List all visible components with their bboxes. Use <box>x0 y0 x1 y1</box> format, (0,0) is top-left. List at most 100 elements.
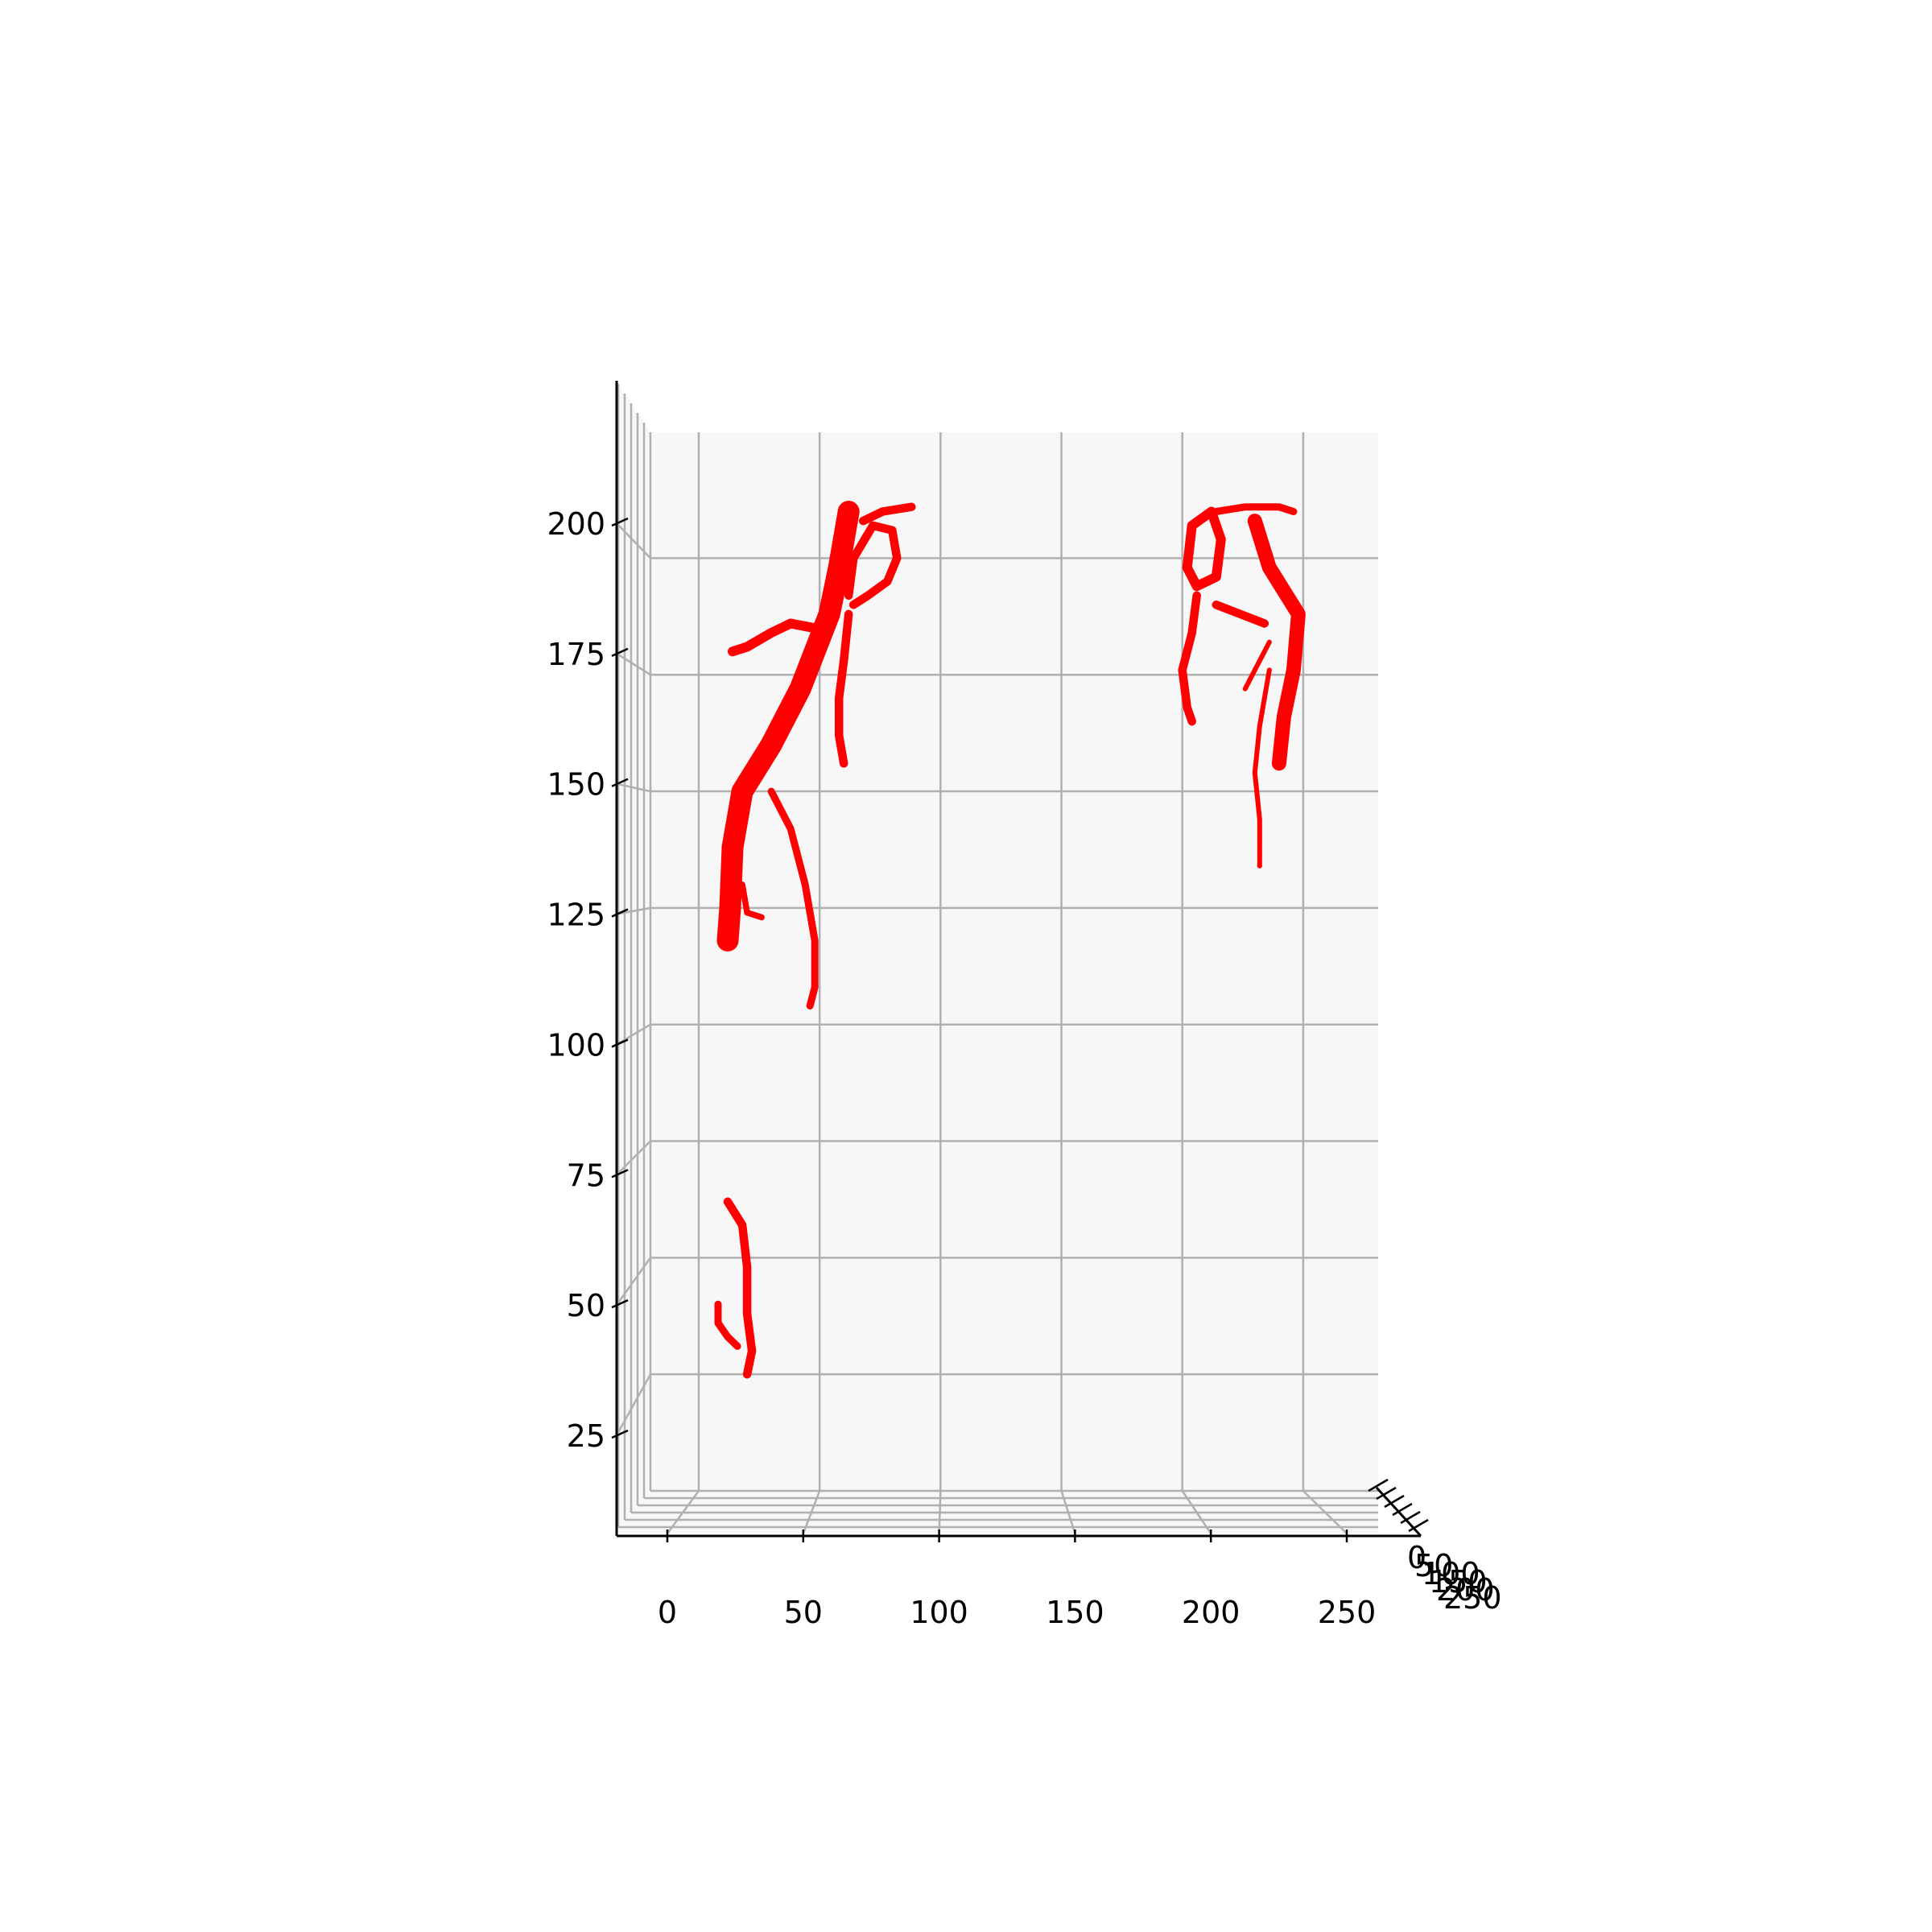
scatter-point <box>841 658 847 663</box>
scatter-point <box>1179 667 1185 673</box>
scatter-point <box>1278 749 1283 754</box>
scatter-point <box>1257 863 1262 869</box>
scatter-point <box>716 1311 720 1316</box>
scatter-point <box>1256 660 1261 666</box>
scatter-point <box>846 592 852 598</box>
z-tick-label: 25 <box>567 1418 605 1454</box>
scatter-point <box>808 998 814 1004</box>
scatter-point <box>1189 574 1195 580</box>
scatter-point <box>812 625 818 631</box>
scatter-point <box>836 714 842 720</box>
y-tick-mark <box>1384 1494 1405 1509</box>
z-tick-label: 100 <box>547 1027 605 1063</box>
scatter-point <box>1257 828 1262 834</box>
scatter-point <box>730 844 735 850</box>
scatter-point <box>812 972 818 978</box>
y-tick-label: 0 <box>1407 1540 1426 1575</box>
scatter-point <box>840 753 845 759</box>
scatter-point <box>716 1302 720 1307</box>
scatter-point <box>880 582 886 588</box>
scatter-point <box>1191 611 1197 617</box>
scatter-point <box>1187 569 1192 575</box>
scatter-point <box>1203 579 1209 584</box>
scatter-point <box>805 667 811 673</box>
scatter-point <box>742 896 748 902</box>
scatter-point <box>837 740 843 745</box>
scatter-point <box>733 647 739 653</box>
scatter-point <box>1259 504 1265 510</box>
scatter-point <box>745 1287 750 1293</box>
scatter-point <box>885 526 890 532</box>
scatter-point <box>1186 555 1191 559</box>
scatter-point <box>875 524 881 530</box>
scatter-point <box>858 597 864 603</box>
z-tick-label: 75 <box>567 1158 605 1193</box>
scatter-point <box>752 912 758 918</box>
scatter-point <box>839 551 844 556</box>
scatter-point <box>1252 667 1257 673</box>
scatter-point <box>1256 618 1261 624</box>
scatter-point <box>909 504 914 510</box>
scatter-point <box>1249 616 1255 621</box>
scatter-point <box>745 1299 750 1305</box>
scatter-point <box>1213 574 1219 580</box>
scatter-point <box>723 1331 728 1336</box>
scatter-point <box>837 686 843 691</box>
scatter-point <box>1242 504 1248 510</box>
vessel-cluster <box>716 501 916 1009</box>
scatter-point <box>720 1327 725 1333</box>
scatter-point <box>762 753 767 759</box>
scatter-point <box>812 961 818 967</box>
scatter-point <box>1220 508 1226 513</box>
z-tick-label: 125 <box>547 898 605 933</box>
scatter-point <box>1184 649 1190 654</box>
scatter-point <box>1237 611 1243 617</box>
x-tick-label: 250 <box>1318 1595 1377 1630</box>
scatter-point <box>1189 630 1195 636</box>
scatter-point <box>759 914 765 920</box>
scatter-point <box>1283 702 1289 708</box>
scatter-point <box>745 1320 751 1326</box>
scatter-point <box>865 592 871 598</box>
scatter-point <box>840 667 845 673</box>
scatter-point <box>1249 672 1255 678</box>
scatter-point <box>728 905 733 910</box>
scatter-point <box>839 677 844 682</box>
scatter-point <box>834 576 840 582</box>
scatter-point <box>729 860 735 865</box>
scatter-point <box>788 826 794 832</box>
z-tick-mark <box>611 1169 629 1179</box>
scatter-point <box>757 637 762 642</box>
scatter-point <box>1263 553 1269 559</box>
scatter-point <box>836 565 842 570</box>
scatter-point <box>1194 584 1199 589</box>
z-tick-mark <box>611 778 629 787</box>
scatter-point <box>1187 543 1192 549</box>
scatter-point <box>819 630 825 636</box>
scatter-point <box>1261 696 1267 701</box>
scatter-point <box>827 611 832 617</box>
z-tick-label: 50 <box>567 1288 605 1323</box>
scatter-point <box>1290 667 1296 673</box>
scatter-point <box>851 602 857 608</box>
scatter-point <box>769 742 774 748</box>
scatter-point <box>794 622 799 627</box>
scatter-point <box>740 881 745 887</box>
scatter-point <box>783 623 789 629</box>
scatter-point <box>1257 852 1262 857</box>
scatter-point <box>1242 686 1248 691</box>
scatter-point <box>741 1232 746 1238</box>
scatter-point <box>745 644 750 650</box>
scatter-point <box>754 766 760 771</box>
scatter-point <box>718 1323 723 1329</box>
scatter-point <box>861 518 866 524</box>
scatter-point <box>839 746 844 752</box>
scatter-point <box>1213 522 1219 528</box>
scatter-point <box>844 522 849 528</box>
scatter-point <box>745 1311 750 1316</box>
y-tick-mark <box>1392 1502 1413 1517</box>
scatter-point <box>810 993 815 999</box>
scatter-point <box>1281 714 1286 720</box>
scatter-point <box>1293 639 1298 645</box>
scatter-point <box>1189 522 1195 528</box>
